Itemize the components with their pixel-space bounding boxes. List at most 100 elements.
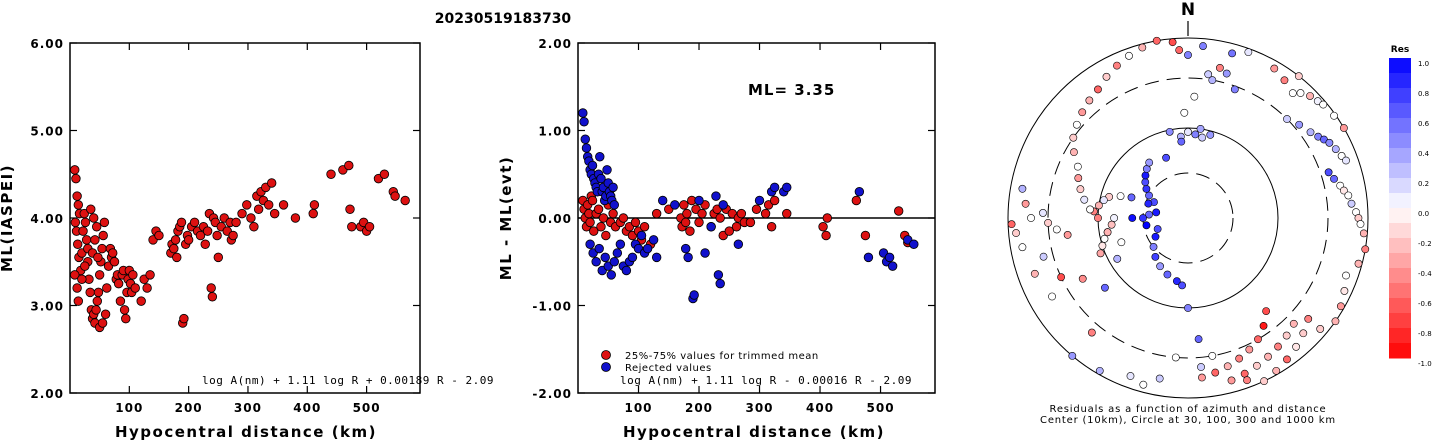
station-point xyxy=(1177,137,1186,146)
station-point xyxy=(1096,249,1105,258)
station-point xyxy=(1306,92,1314,100)
y-tick-label: 2.00 xyxy=(538,37,572,51)
station-point xyxy=(1138,43,1147,52)
residual-colorbar: Res 1.0 0.8 0.6 0.4 0.2 0.0 -0.2 -0.4 -0.6 -0.8 -1… xyxy=(1389,45,1432,368)
station-point xyxy=(1283,355,1291,364)
station-point xyxy=(1039,209,1047,217)
station-point xyxy=(1306,128,1315,137)
data-point xyxy=(78,226,88,236)
data-point xyxy=(821,230,831,241)
station-point xyxy=(1125,51,1133,60)
station-point xyxy=(1116,192,1125,200)
data-point xyxy=(176,217,187,228)
figure-title: 20230519183730 xyxy=(435,11,572,27)
data-point xyxy=(89,213,99,223)
station-point xyxy=(1252,361,1261,370)
x-tick-label: 500 xyxy=(353,401,381,415)
station-point xyxy=(1235,354,1244,363)
north-label: N xyxy=(1181,0,1195,20)
station-point xyxy=(1098,241,1107,250)
colorbar-tick-label: 0.0 xyxy=(1418,210,1429,218)
colorbar-cell xyxy=(1389,328,1411,344)
station-point xyxy=(1288,89,1297,98)
station-point xyxy=(1325,138,1334,147)
data-point xyxy=(648,235,659,245)
data-point xyxy=(766,222,777,232)
data-point xyxy=(651,208,662,219)
data-point xyxy=(600,252,610,263)
station-point xyxy=(1354,259,1363,268)
data-point xyxy=(782,182,792,193)
data-point xyxy=(682,208,692,219)
data-point xyxy=(169,243,179,254)
data-point xyxy=(769,182,780,193)
station-point xyxy=(1018,184,1027,193)
station-point xyxy=(1113,254,1122,263)
data-point xyxy=(98,230,108,241)
axis-ticks: 100 200 300 400 500 -2.00 -1.00 0.00 1.00 2.00 xyxy=(532,37,935,415)
data-point xyxy=(596,222,606,232)
data-point xyxy=(142,283,152,293)
station-point xyxy=(1296,89,1305,97)
station-point xyxy=(1347,199,1356,208)
data-point xyxy=(681,243,691,254)
data-point xyxy=(400,195,410,206)
station-point xyxy=(1057,273,1066,282)
data-point xyxy=(99,217,110,228)
station-point xyxy=(1197,363,1205,371)
data-point xyxy=(179,313,189,324)
axis-ticks: 100 200 300 400 500 2.00 3.00 4.00 5.00 6.00 xyxy=(30,37,420,415)
data-point xyxy=(364,222,375,232)
data-point xyxy=(595,152,605,162)
x-tick-label: 300 xyxy=(745,401,773,415)
data-point xyxy=(612,248,623,258)
data-point xyxy=(731,222,742,232)
station-point xyxy=(1063,231,1072,239)
data-point xyxy=(71,173,81,184)
data-point xyxy=(113,278,124,289)
station-point xyxy=(1340,287,1349,295)
x-tick-label: 400 xyxy=(806,401,834,415)
data-point xyxy=(760,208,771,219)
x-tick-label: 400 xyxy=(293,401,321,415)
data-point xyxy=(587,195,598,206)
data-point xyxy=(609,257,620,267)
data-point xyxy=(90,235,100,245)
station-point xyxy=(1094,85,1102,94)
station-point xyxy=(1142,221,1151,230)
data-point xyxy=(119,305,130,315)
station-point xyxy=(1299,329,1308,338)
colorbar-tick-label: -0.4 xyxy=(1418,270,1432,278)
station-point xyxy=(1107,220,1116,229)
colorbar-tick-label: -1.0 xyxy=(1418,360,1432,368)
y-axis-label: ML - ML(evt) xyxy=(497,156,515,280)
colorbar-tick-label: -0.8 xyxy=(1418,330,1432,338)
station-point xyxy=(1280,76,1289,85)
data-point xyxy=(593,204,604,214)
station-point xyxy=(1274,342,1282,351)
y-tick-label: -1.00 xyxy=(532,300,572,314)
station-point xyxy=(1230,85,1239,94)
station-point xyxy=(1316,325,1325,333)
data-point xyxy=(70,217,81,228)
station-point xyxy=(1101,283,1109,292)
caption-line-1: Residuals as a function of azimuth and d… xyxy=(1050,404,1327,415)
data-point xyxy=(85,287,95,298)
station-point xyxy=(1153,225,1162,233)
station-point xyxy=(1128,214,1137,222)
data-point xyxy=(733,239,744,249)
data-point xyxy=(627,252,638,263)
station-point xyxy=(1190,92,1199,101)
station-point xyxy=(1282,331,1291,340)
station-point xyxy=(1110,214,1119,222)
station-point xyxy=(1027,214,1035,222)
station-point xyxy=(1270,64,1279,73)
data-point xyxy=(94,270,105,280)
colorbar-tick-label: 0.6 xyxy=(1418,120,1430,128)
data-point xyxy=(345,204,355,214)
data-point xyxy=(618,213,629,223)
data-point xyxy=(130,283,140,293)
station-point xyxy=(1021,199,1030,208)
data-point xyxy=(108,248,118,258)
